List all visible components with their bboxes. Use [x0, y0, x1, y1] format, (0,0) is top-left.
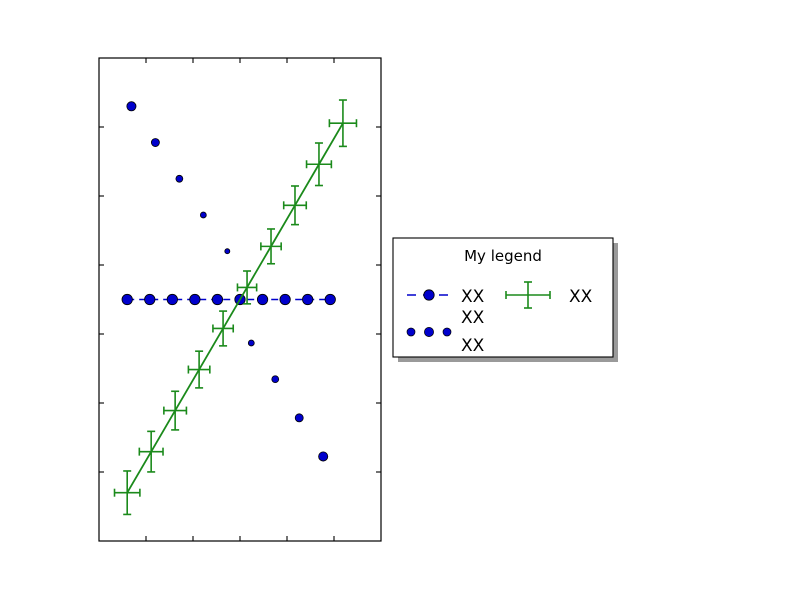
scatter-point-marker — [224, 248, 231, 255]
data-point-marker — [302, 293, 314, 306]
legend-entry-1-label: XX — [569, 287, 593, 307]
scatter-point-marker — [247, 339, 255, 347]
scatter-point-marker — [294, 413, 304, 423]
errorbar-point — [236, 270, 258, 305]
legend-entry-2[interactable]: XX XX — [406, 308, 485, 356]
errorbar-point — [163, 390, 188, 431]
scatter-point-marker — [271, 375, 280, 384]
data-point-marker — [279, 293, 291, 306]
series-0 — [121, 293, 336, 306]
legend-title: My legend — [464, 247, 542, 265]
data-series-area[interactable] — [113, 99, 358, 516]
legend-circle-marker-icon — [423, 289, 435, 301]
data-point-marker — [211, 293, 224, 306]
data-point-marker — [324, 293, 336, 306]
legend-entry-1[interactable]: XX — [505, 281, 593, 309]
scatter-point-marker — [199, 211, 207, 219]
errorbar-point — [282, 185, 308, 226]
scatter-point-marker — [126, 101, 137, 112]
legend-scatter-dot-icon-1 — [424, 327, 434, 337]
data-point-marker — [121, 293, 133, 306]
errorbar-point — [260, 228, 282, 265]
legend-scatter-dot-icon-0 — [406, 327, 416, 337]
errorbar-point — [113, 470, 141, 516]
series-1 — [113, 99, 358, 516]
data-point-marker — [144, 293, 156, 306]
legend-scatter-dot-icon-2 — [442, 327, 452, 337]
errorbar-point — [305, 142, 333, 187]
legend-entry-2-label-line-1: XX — [461, 336, 485, 356]
scatter-point-marker — [175, 174, 184, 183]
errorbar-point — [138, 430, 164, 473]
scatter-point-marker — [318, 451, 329, 462]
scatter-point-marker — [150, 138, 160, 147]
legend-entry-0-label: XX — [461, 287, 485, 307]
data-point-marker — [256, 293, 269, 306]
data-point-marker — [189, 293, 201, 306]
series-2 — [126, 101, 329, 462]
errorbar-point — [212, 310, 235, 347]
errorbar-trend-line — [126, 122, 344, 494]
errorbar-point — [187, 350, 211, 389]
errorbar-point — [328, 99, 358, 148]
data-point-marker — [166, 293, 178, 306]
legend-entry-2-label-line-0: XX — [461, 308, 485, 328]
legend-entry-0[interactable]: XX — [407, 287, 485, 307]
